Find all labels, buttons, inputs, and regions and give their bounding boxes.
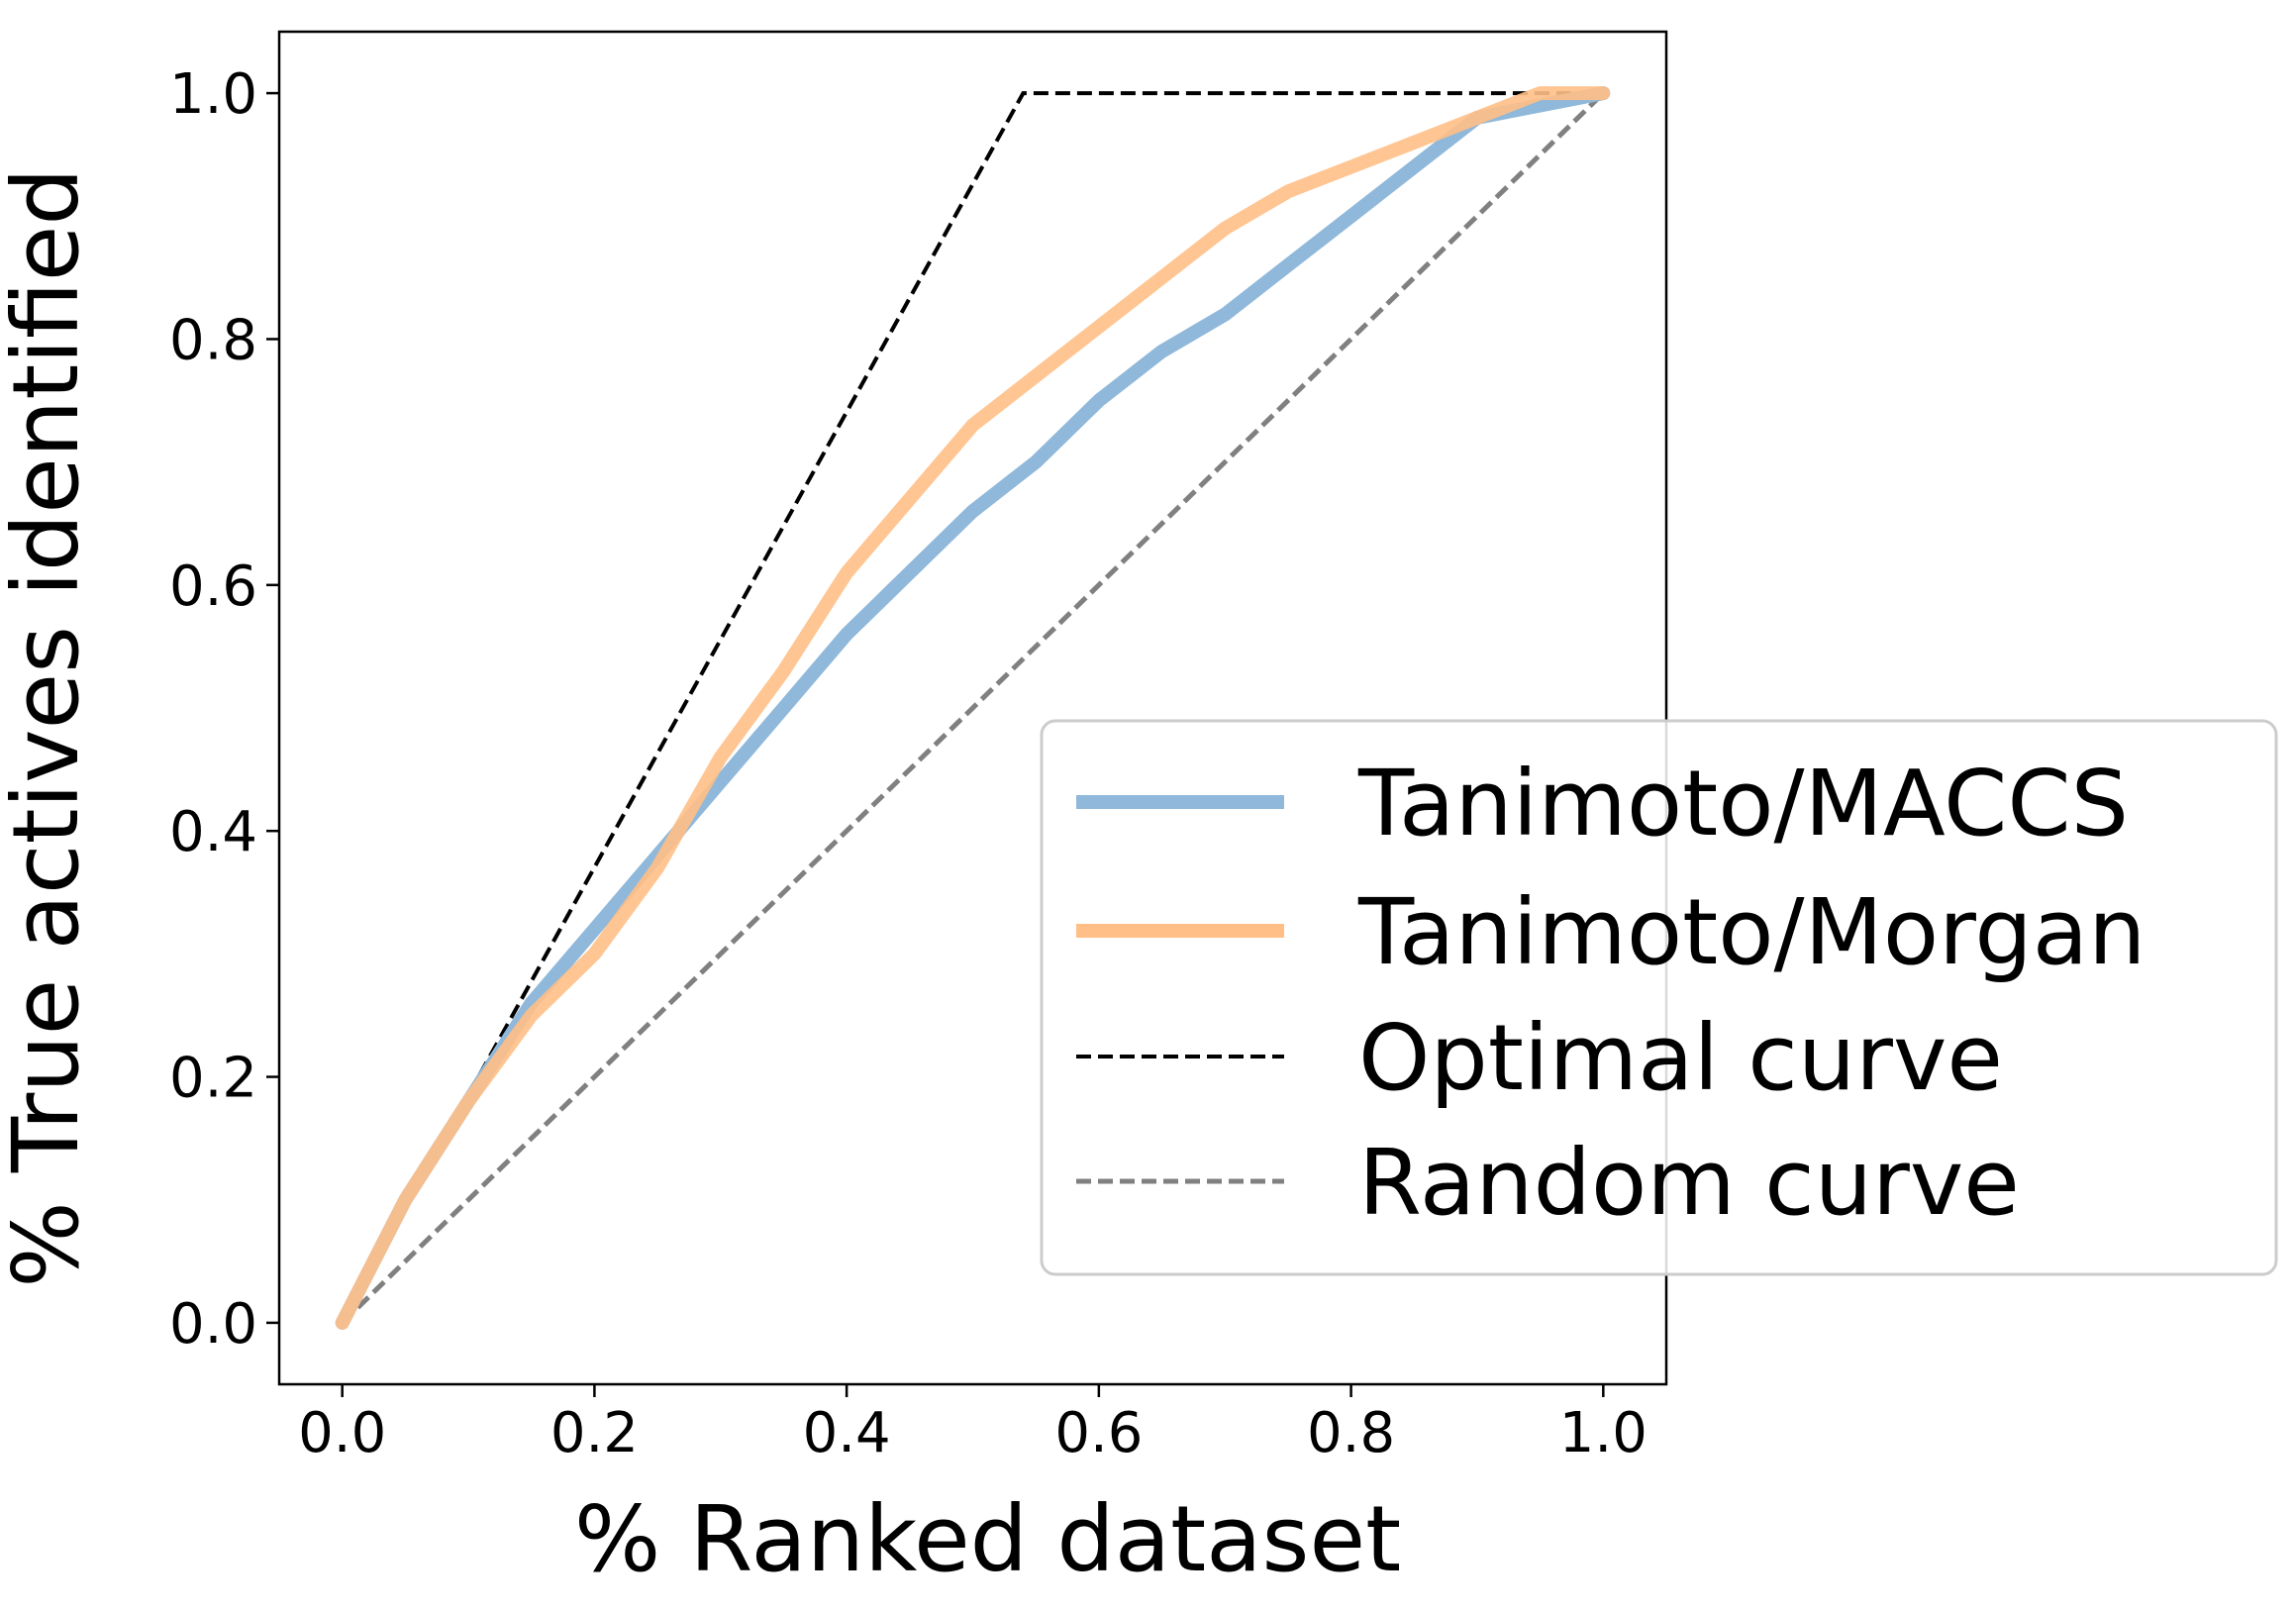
legend-label-1: Tanimoto/Morgan [1357, 879, 2146, 985]
y-tick-label: 0.8 [169, 308, 257, 372]
y-axis-label: % True actives identified [0, 167, 99, 1288]
series-line-1 [335, 86, 1611, 1330]
series-line-2 [340, 91, 1604, 1324]
y-tick-label: 0.2 [169, 1047, 257, 1111]
x-tick-label: 0.6 [1054, 1401, 1143, 1465]
x-tick-label: 0.2 [550, 1401, 639, 1465]
legend-label-2: Optimal curve [1358, 1005, 2003, 1111]
series-line-3 [340, 91, 1606, 1325]
x-tick-label: 0.8 [1307, 1401, 1395, 1465]
axes-frame [277, 30, 1668, 1386]
x-axis-label: % Ranked dataset [574, 1486, 1401, 1592]
legend-box [1040, 719, 2278, 1276]
y-tick-label: 0.0 [169, 1292, 257, 1357]
legend-label-0: Tanimoto/MACCS [1357, 751, 2129, 857]
legend: Tanimoto/MACCS Tanimoto/Morgan Optimal cur… [1040, 719, 2278, 1276]
legend-label-3: Random curve [1358, 1130, 2020, 1236]
x-tick-label: 0.0 [298, 1401, 386, 1465]
x-axis-ticks: 0.0 0.2 0.4 0.6 0.8 1.0 [298, 1384, 1647, 1465]
y-tick-label: 0.6 [169, 554, 257, 619]
series-line-0 [335, 86, 1611, 1330]
y-axis-ticks: 0.0 0.2 0.4 0.6 0.8 1.0 [169, 62, 279, 1357]
x-tick-label: 1.0 [1559, 1401, 1647, 1465]
y-tick-label: 1.0 [169, 62, 257, 127]
series-layer [335, 86, 1611, 1330]
x-tick-label: 0.4 [803, 1401, 891, 1465]
y-tick-label: 0.4 [169, 800, 257, 864]
